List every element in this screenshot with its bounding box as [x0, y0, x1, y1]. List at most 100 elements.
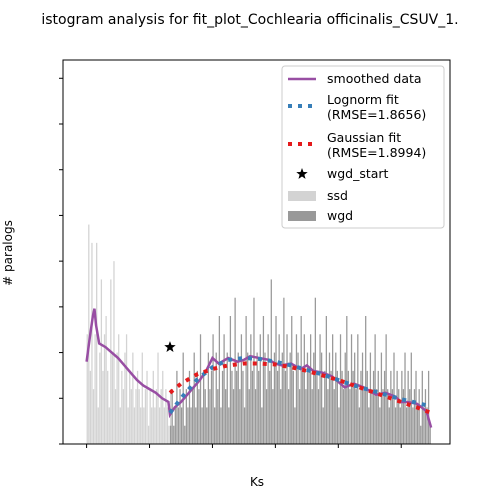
x-axis — [86, 444, 402, 448]
wgd-bar — [336, 370, 338, 444]
wgd-bar — [217, 389, 219, 444]
ssd-bar — [136, 370, 139, 444]
legend-swatch-wgd — [288, 211, 316, 221]
ssd-bar — [92, 389, 95, 444]
ssd-bar — [132, 352, 134, 444]
legend-label: wgd_start — [327, 166, 389, 181]
y-axis-label: # paralogs — [1, 220, 15, 286]
ssd-bar — [165, 389, 167, 444]
wgd-bar — [201, 407, 203, 444]
wgd-bar — [203, 370, 205, 444]
wgd-bar — [390, 370, 392, 444]
wgd-bar — [294, 407, 296, 444]
wgd-bar — [322, 407, 324, 444]
wgd-bar — [369, 352, 372, 444]
wgd-bar — [237, 352, 239, 444]
ssd-bar — [102, 370, 104, 444]
wgd-bar — [199, 334, 202, 444]
ssd-bar — [105, 316, 107, 444]
wgd-bar — [418, 389, 420, 444]
wgd-bar — [251, 370, 254, 444]
wgd-bar — [284, 370, 287, 444]
wgd-bar — [243, 407, 246, 444]
legend-label: smoothed data — [327, 71, 422, 86]
wgd-bar — [232, 389, 235, 444]
wgd-bar — [325, 316, 327, 444]
ssd-bar — [168, 425, 170, 444]
ssd-bar — [133, 407, 136, 444]
ssd-bar — [151, 407, 153, 444]
wgd-bar — [240, 334, 243, 444]
ssd-bar — [129, 370, 131, 444]
wgd-bar — [265, 389, 268, 444]
wgd-bar — [242, 370, 244, 444]
wgd-bar — [398, 389, 400, 444]
ssd-bar — [146, 370, 148, 444]
wgd-bar — [401, 370, 403, 444]
wgd-bar — [281, 352, 283, 444]
wgd-bar — [413, 389, 416, 444]
wgd-bar — [287, 389, 290, 444]
wgd-bar — [371, 389, 373, 444]
y-axis — [59, 77, 63, 445]
legend-label-line: wgd — [327, 208, 353, 223]
wgd-bar — [346, 316, 348, 444]
legend-label-line: Lognorm fit — [327, 92, 399, 107]
wgd-bar — [196, 370, 198, 444]
ssd-bar — [144, 389, 147, 444]
wgd-bar — [324, 370, 326, 444]
wgd-bar — [192, 389, 194, 444]
wgd-bar — [209, 389, 211, 444]
ssd-bar — [99, 352, 101, 444]
wgd-bar — [214, 407, 216, 444]
wgd-bar — [220, 407, 222, 444]
ssd-bar — [100, 279, 103, 444]
wgd-bar — [333, 389, 335, 444]
ssd-bar — [89, 370, 92, 444]
wgd-bar — [416, 407, 419, 444]
ssd-bar — [121, 370, 123, 444]
wgd-bar — [248, 389, 250, 444]
wgd-bar — [300, 316, 302, 444]
wgd-bar — [195, 407, 197, 444]
wgd-bar — [308, 370, 310, 444]
wgd-bar — [363, 389, 365, 444]
wgd-bar — [228, 407, 230, 444]
ssd-bar — [114, 389, 117, 444]
wgd-bar — [174, 407, 176, 444]
wgd-bar — [256, 352, 258, 444]
ssd-bar — [124, 352, 126, 444]
ssd-bar — [169, 389, 172, 444]
wgd-bar — [198, 389, 200, 444]
wgd-bar — [302, 370, 304, 444]
legend-label-line: (RMSE=1.8656) — [327, 107, 426, 122]
wgd-bar — [262, 316, 265, 444]
wgd-bar — [254, 389, 257, 444]
wgd-bar — [352, 370, 354, 444]
wgd-bar — [188, 370, 191, 444]
ssd-bar — [157, 352, 159, 444]
wgd-bar — [289, 352, 291, 444]
ssd-bar — [141, 352, 143, 444]
wgd-bar — [344, 352, 346, 444]
ssd-bar — [88, 224, 90, 444]
wgd-bar — [313, 352, 315, 444]
wgd-bar — [328, 352, 331, 444]
wgd-bar — [388, 407, 390, 444]
ssd-bar — [154, 407, 156, 444]
ssd-bar — [122, 389, 125, 444]
wgd-bar — [319, 334, 321, 444]
wgd-bar — [368, 407, 370, 444]
ssd-bar — [111, 352, 114, 444]
wgd-bar — [321, 352, 323, 444]
wgd-bar — [253, 297, 255, 444]
wgd-bar — [225, 389, 227, 444]
wgd-bar — [250, 334, 252, 444]
wgd-bar — [317, 389, 320, 444]
ssd-bar — [103, 334, 106, 444]
wgd-bar — [410, 352, 412, 444]
wgd-bar — [173, 425, 175, 444]
wgd-bar — [236, 370, 238, 444]
ssd-bar — [94, 334, 96, 444]
wgd-bar — [179, 389, 181, 444]
